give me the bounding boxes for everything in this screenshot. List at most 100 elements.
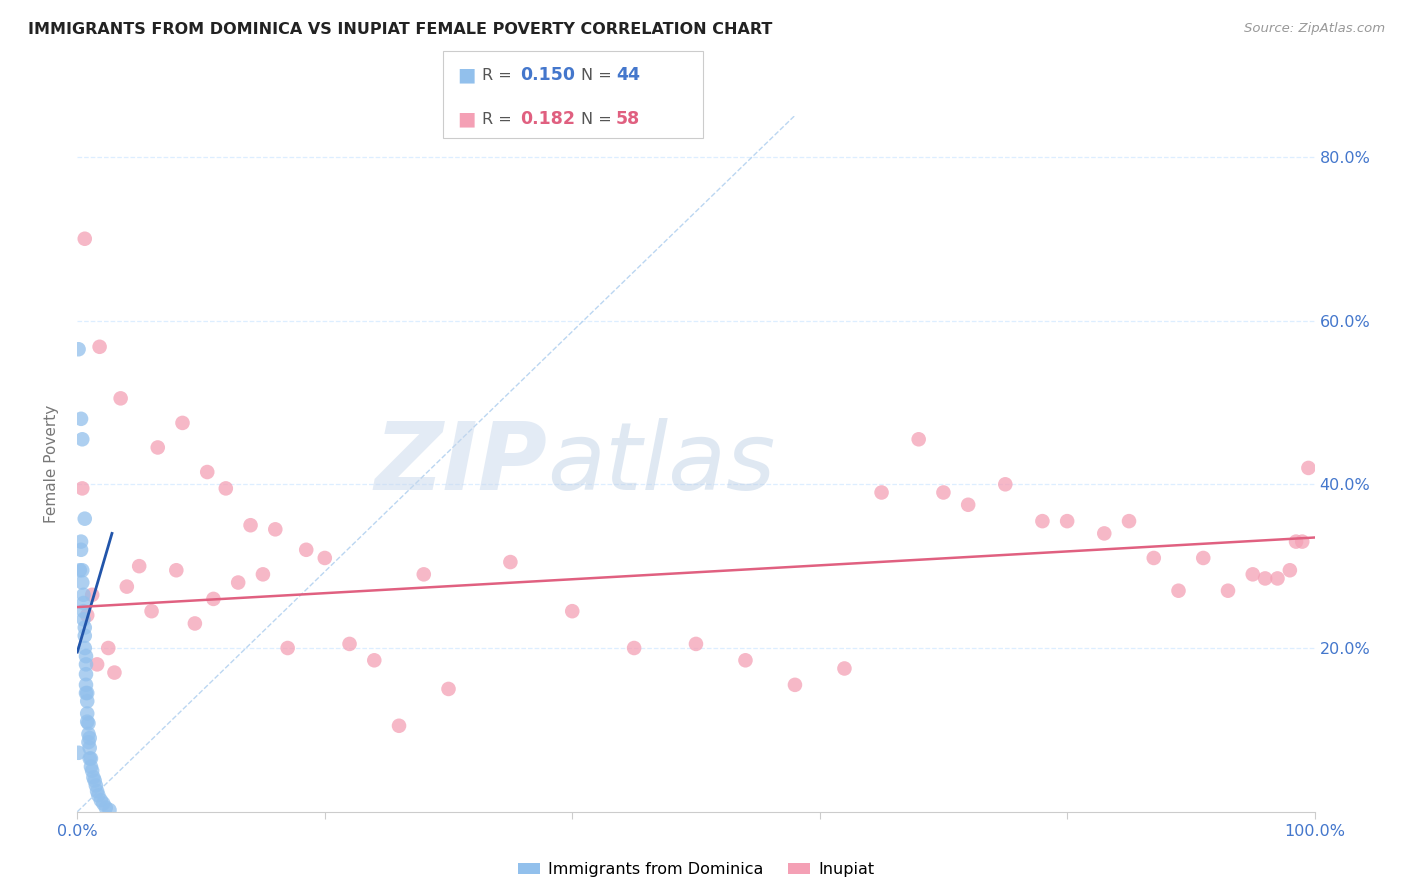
Point (75, 657, 97, 672)
Point (79, 731, 101, 745)
Point (73, 621, 96, 635)
Text: ■: ■ (457, 110, 475, 128)
Point (239, 518, 262, 533)
Point (184, 616, 207, 631)
Point (73, 232, 96, 246)
Point (72, 604, 94, 618)
Point (75, 649, 97, 664)
Point (388, 719, 411, 733)
Text: R =: R = (482, 68, 517, 83)
Point (82, 764, 104, 778)
Point (110, 392, 132, 406)
Point (72, 482, 94, 496)
Text: ZIP: ZIP (374, 417, 547, 510)
Point (86, 657, 108, 672)
Point (75, 678, 97, 692)
Point (1216, 583, 1239, 598)
Point (67, 746, 90, 760)
Point (363, 653, 385, 667)
Point (783, 678, 806, 692)
Point (90, 793, 112, 807)
Point (499, 555, 522, 569)
Point (80, 760, 103, 774)
Text: R =: R = (482, 112, 517, 127)
Point (91, 797, 114, 811)
Point (73, 629, 96, 643)
Text: 44: 44 (616, 66, 640, 85)
Point (77, 727, 100, 741)
Point (226, 575, 249, 590)
Point (1278, 563, 1301, 577)
Point (98, 803, 121, 817)
Point (76, 686, 98, 700)
Point (907, 432, 929, 446)
Point (1254, 571, 1277, 585)
Point (1167, 583, 1189, 598)
Point (72, 588, 94, 602)
Point (870, 485, 893, 500)
Point (75, 667, 97, 681)
Point (75, 686, 97, 700)
Point (67, 343, 90, 357)
Point (1056, 514, 1078, 528)
Point (73, 640, 96, 655)
Point (264, 522, 287, 536)
Point (146, 441, 169, 455)
Point (165, 563, 187, 577)
Text: 0.182: 0.182 (520, 110, 575, 128)
Point (72, 596, 94, 610)
Point (76, 608, 98, 623)
Point (77, 735, 100, 749)
Text: N =: N = (581, 68, 617, 83)
Point (957, 498, 980, 512)
Point (69, 563, 91, 577)
Point (339, 637, 361, 651)
Point (277, 640, 299, 655)
Point (76, 706, 98, 721)
Point (252, 567, 274, 582)
Point (1143, 551, 1166, 566)
Point (1298, 461, 1320, 475)
Point (72, 575, 94, 590)
Text: IMMIGRANTS FROM DOMINICA VS INUPIAT FEMALE POVERTY CORRELATION CHART: IMMIGRANTS FROM DOMINICA VS INUPIAT FEMA… (28, 22, 772, 37)
Point (172, 416, 194, 430)
Point (73, 511, 96, 525)
Point (76, 714, 98, 729)
Point (82, 588, 104, 602)
Point (70, 534, 93, 549)
Point (295, 542, 318, 557)
Y-axis label: Female Poverty: Female Poverty (44, 405, 59, 523)
Point (79, 740, 101, 755)
Point (412, 567, 434, 582)
Point (202, 591, 225, 606)
Text: 0.150: 0.150 (520, 66, 575, 85)
Point (994, 477, 1017, 491)
Point (86, 784, 108, 798)
Point (1192, 551, 1215, 566)
Point (70, 542, 93, 557)
Point (72, 432, 94, 446)
Point (1267, 571, 1289, 585)
Point (83, 773, 105, 788)
Point (314, 551, 336, 566)
Point (834, 661, 856, 675)
Legend: Immigrants from Dominica, Inupiat: Immigrants from Dominica, Inupiat (512, 856, 880, 884)
Point (685, 637, 707, 651)
Point (1285, 534, 1308, 549)
Point (195, 465, 218, 479)
Point (97, 640, 120, 655)
Point (1092, 526, 1115, 541)
Point (89, 340, 111, 354)
Point (734, 653, 756, 667)
Point (80, 751, 103, 765)
Text: Source: ZipAtlas.com: Source: ZipAtlas.com (1244, 22, 1385, 36)
Point (1118, 514, 1140, 528)
Point (72, 612, 94, 626)
Point (76, 694, 98, 708)
Point (115, 580, 138, 594)
Text: N =: N = (581, 112, 617, 127)
Point (84, 779, 107, 793)
Point (932, 485, 955, 500)
Point (141, 604, 163, 618)
Point (94, 800, 117, 814)
